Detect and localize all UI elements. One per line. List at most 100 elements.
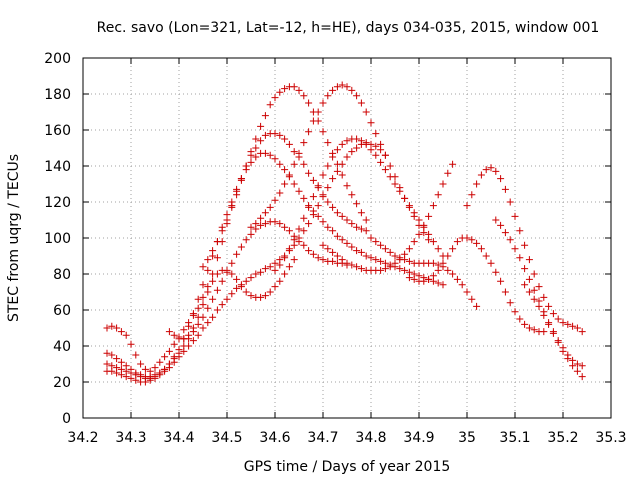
data-point [353, 135, 361, 143]
data-point [194, 331, 202, 339]
data-point [377, 158, 385, 166]
data-point [511, 308, 519, 316]
data-point [233, 191, 241, 199]
data-point [276, 131, 284, 139]
data-point [247, 158, 255, 166]
data-point [285, 263, 293, 271]
data-point [213, 286, 221, 294]
data-point [108, 367, 116, 375]
data-point [233, 275, 241, 283]
data-point [420, 221, 428, 229]
data-point [353, 223, 361, 231]
data-point [357, 248, 365, 256]
data-point [295, 149, 303, 157]
data-point [247, 223, 255, 231]
data-point [113, 369, 121, 377]
y-tick-label: 20 [53, 375, 71, 391]
data-point [257, 137, 265, 145]
x-tick-label: 34.3 [115, 430, 146, 446]
y-tick-label: 180 [44, 87, 71, 103]
data-point [367, 254, 375, 262]
data-point [261, 265, 269, 273]
data-point [578, 362, 586, 370]
data-point [266, 263, 274, 271]
data-point [377, 257, 385, 265]
data-point [141, 378, 149, 386]
plot-frame [82, 57, 612, 419]
data-point [578, 373, 586, 381]
data-point [218, 277, 226, 285]
data-point [329, 257, 337, 265]
data-point [525, 288, 533, 296]
data-point [343, 83, 351, 91]
data-point [319, 256, 327, 264]
data-point [309, 211, 317, 219]
data-point [189, 324, 197, 332]
x-tick-label: 34.5 [211, 430, 242, 446]
data-point [165, 347, 173, 355]
data-point [372, 256, 380, 264]
data-point [194, 320, 202, 328]
data-point [415, 216, 423, 224]
data-point [285, 140, 293, 148]
data-point [309, 250, 317, 258]
data-point [165, 364, 173, 372]
data-point [540, 311, 548, 319]
x-tick-label: 34.9 [403, 430, 434, 446]
data-point [257, 221, 265, 229]
data-point [501, 288, 509, 296]
y-axis-label: STEC from uqrg / TECUs [6, 154, 22, 322]
data-point [338, 171, 346, 179]
data-point [501, 229, 509, 237]
x-tick-label: 35 [458, 430, 476, 446]
data-point [108, 351, 116, 359]
data-point [381, 151, 389, 159]
data-point [285, 227, 293, 235]
data-point [271, 266, 279, 274]
data-point [468, 295, 476, 303]
y-tick-label: 200 [44, 51, 71, 67]
data-point [415, 230, 423, 238]
data-point [357, 137, 365, 145]
data-point [261, 209, 269, 217]
data-point [161, 367, 169, 375]
data-point [338, 212, 346, 220]
data-point [468, 191, 476, 199]
data-point [175, 353, 183, 361]
data-point [314, 202, 322, 210]
data-point [257, 268, 265, 276]
data-point [290, 148, 298, 156]
data-point [185, 322, 193, 330]
data-point [439, 180, 447, 188]
data-point [381, 166, 389, 174]
data-point [122, 331, 130, 339]
data-point [372, 151, 380, 159]
data-point [391, 259, 399, 267]
data-point [401, 256, 409, 264]
data-point [185, 331, 193, 339]
data-point [252, 270, 260, 278]
data-point [348, 243, 356, 251]
data-point [199, 324, 207, 332]
data-point [314, 212, 322, 220]
data-point [209, 277, 217, 285]
data-point [228, 203, 236, 211]
x-tick-label: 34.7 [307, 430, 338, 446]
data-point [329, 153, 337, 161]
data-point [329, 86, 337, 94]
y-tick-label: 160 [44, 123, 71, 139]
y-tick-label: 40 [53, 339, 71, 355]
data-point [252, 144, 260, 152]
data-point [252, 220, 260, 228]
data-point [453, 275, 461, 283]
data-point [511, 245, 519, 253]
data-point [343, 182, 351, 190]
data-point [300, 214, 308, 222]
x-tick-label: 35.2 [547, 430, 578, 446]
data-point [266, 203, 274, 211]
data-point [338, 236, 346, 244]
data-point [266, 151, 274, 159]
data-point [290, 83, 298, 91]
data-point [554, 315, 562, 323]
data-point [573, 324, 581, 332]
